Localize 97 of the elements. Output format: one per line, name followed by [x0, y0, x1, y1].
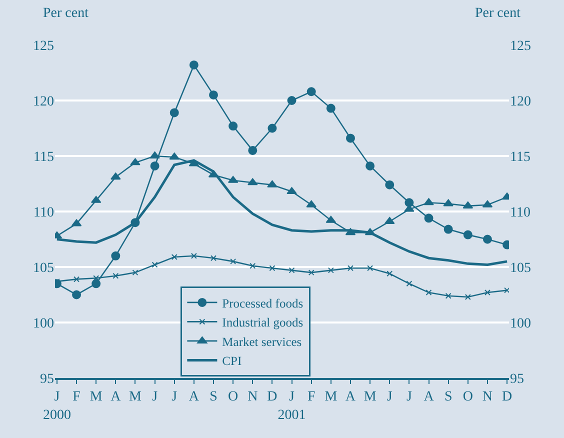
point: [150, 161, 160, 170]
x-tick-label: M: [324, 390, 338, 405]
point: [171, 254, 178, 260]
x-tick-label: O: [228, 390, 238, 405]
y2-tick-label: 115: [510, 150, 530, 165]
point: [248, 146, 258, 155]
x-tick-label: A: [188, 390, 200, 405]
x-tick-label: O: [462, 390, 473, 405]
x-tick-label: J 2000: [42, 390, 71, 423]
point: [306, 87, 316, 96]
point: [484, 290, 490, 296]
point: [424, 214, 434, 223]
point: [386, 270, 393, 277]
x-tick-label: A: [345, 390, 356, 405]
x-tick-label: F: [307, 390, 316, 405]
point: [308, 270, 314, 276]
point: [268, 124, 277, 133]
y-tick-label: 110: [34, 205, 54, 220]
x-tick-label: D: [267, 390, 278, 405]
x-tick-label: A: [110, 390, 122, 405]
y2-tick-label: 110: [510, 205, 530, 220]
point: [463, 230, 472, 240]
point: [366, 161, 375, 170]
point: [170, 108, 179, 118]
x-tick-label: S: [210, 390, 218, 405]
point: [110, 172, 121, 180]
point: [72, 290, 82, 300]
x-tick-label: J 2001: [278, 390, 306, 423]
x-tick-label: J: [172, 390, 178, 405]
x-tick-label: M: [364, 390, 377, 405]
point: [230, 258, 236, 264]
x-tick-label: N: [248, 390, 258, 405]
point: [306, 200, 316, 208]
point: [190, 252, 197, 259]
point: [443, 199, 454, 206]
y2-tick-label: 100: [510, 316, 531, 332]
y2-tick-label: 120: [510, 94, 531, 110]
y-tick-label: 120: [33, 94, 54, 110]
x-tick-label: M: [90, 390, 103, 405]
point: [286, 187, 297, 194]
x-tick-label: J: [152, 390, 158, 405]
legend-label: Market services: [222, 334, 302, 349]
legend-label: CPI: [222, 354, 242, 368]
point: [269, 265, 276, 272]
y2-tick-label: 105: [510, 260, 531, 276]
point: [74, 276, 80, 282]
point: [384, 216, 395, 224]
y-tick-label: 95: [40, 372, 54, 387]
point: [228, 122, 238, 131]
x-tick-label: D: [502, 390, 512, 405]
y-tick-label: 125: [33, 38, 54, 54]
y2-tick-label: 95: [510, 372, 524, 387]
point: [347, 265, 354, 272]
point: [111, 251, 120, 260]
point: [326, 104, 336, 113]
point: [112, 272, 119, 279]
point: [189, 60, 198, 70]
point: [464, 294, 471, 300]
point: [209, 90, 218, 100]
point: [445, 292, 452, 299]
x-tick-label: J: [406, 390, 412, 405]
point: [92, 279, 101, 288]
x-tick-label: F: [72, 390, 81, 405]
x-tick-label: N: [482, 390, 493, 405]
point: [248, 178, 258, 186]
point: [267, 180, 278, 188]
y-axis-title: Per cent: [43, 6, 89, 21]
point: [288, 267, 295, 274]
legend-label: Industrial goods: [222, 316, 304, 330]
point: [250, 262, 256, 269]
y-tick-label: 105: [33, 260, 54, 276]
y-tick-label: 115: [34, 150, 54, 165]
point: [426, 290, 432, 296]
point: [132, 270, 138, 276]
point: [404, 198, 414, 208]
point: [367, 265, 374, 272]
y2-tick-label: 125: [510, 38, 531, 54]
point: [152, 262, 158, 268]
point: [328, 267, 334, 274]
x-tick-label: J: [386, 390, 393, 405]
point: [385, 180, 394, 190]
point: [424, 198, 434, 206]
x-tick-label: S: [444, 390, 452, 405]
point: [406, 280, 412, 287]
x-tick-label: M: [129, 390, 142, 405]
y-tick-label: 100: [33, 316, 54, 332]
x-tick-label: A: [424, 390, 435, 405]
point: [346, 134, 355, 143]
y2-axis-title: Per cent: [475, 6, 521, 21]
legend-label: Processed foods: [222, 296, 304, 310]
point: [169, 152, 180, 160]
point: [504, 287, 509, 294]
point: [482, 234, 492, 244]
point: [210, 255, 217, 262]
point: [444, 224, 453, 234]
point: [130, 158, 140, 166]
point: [287, 96, 296, 105]
